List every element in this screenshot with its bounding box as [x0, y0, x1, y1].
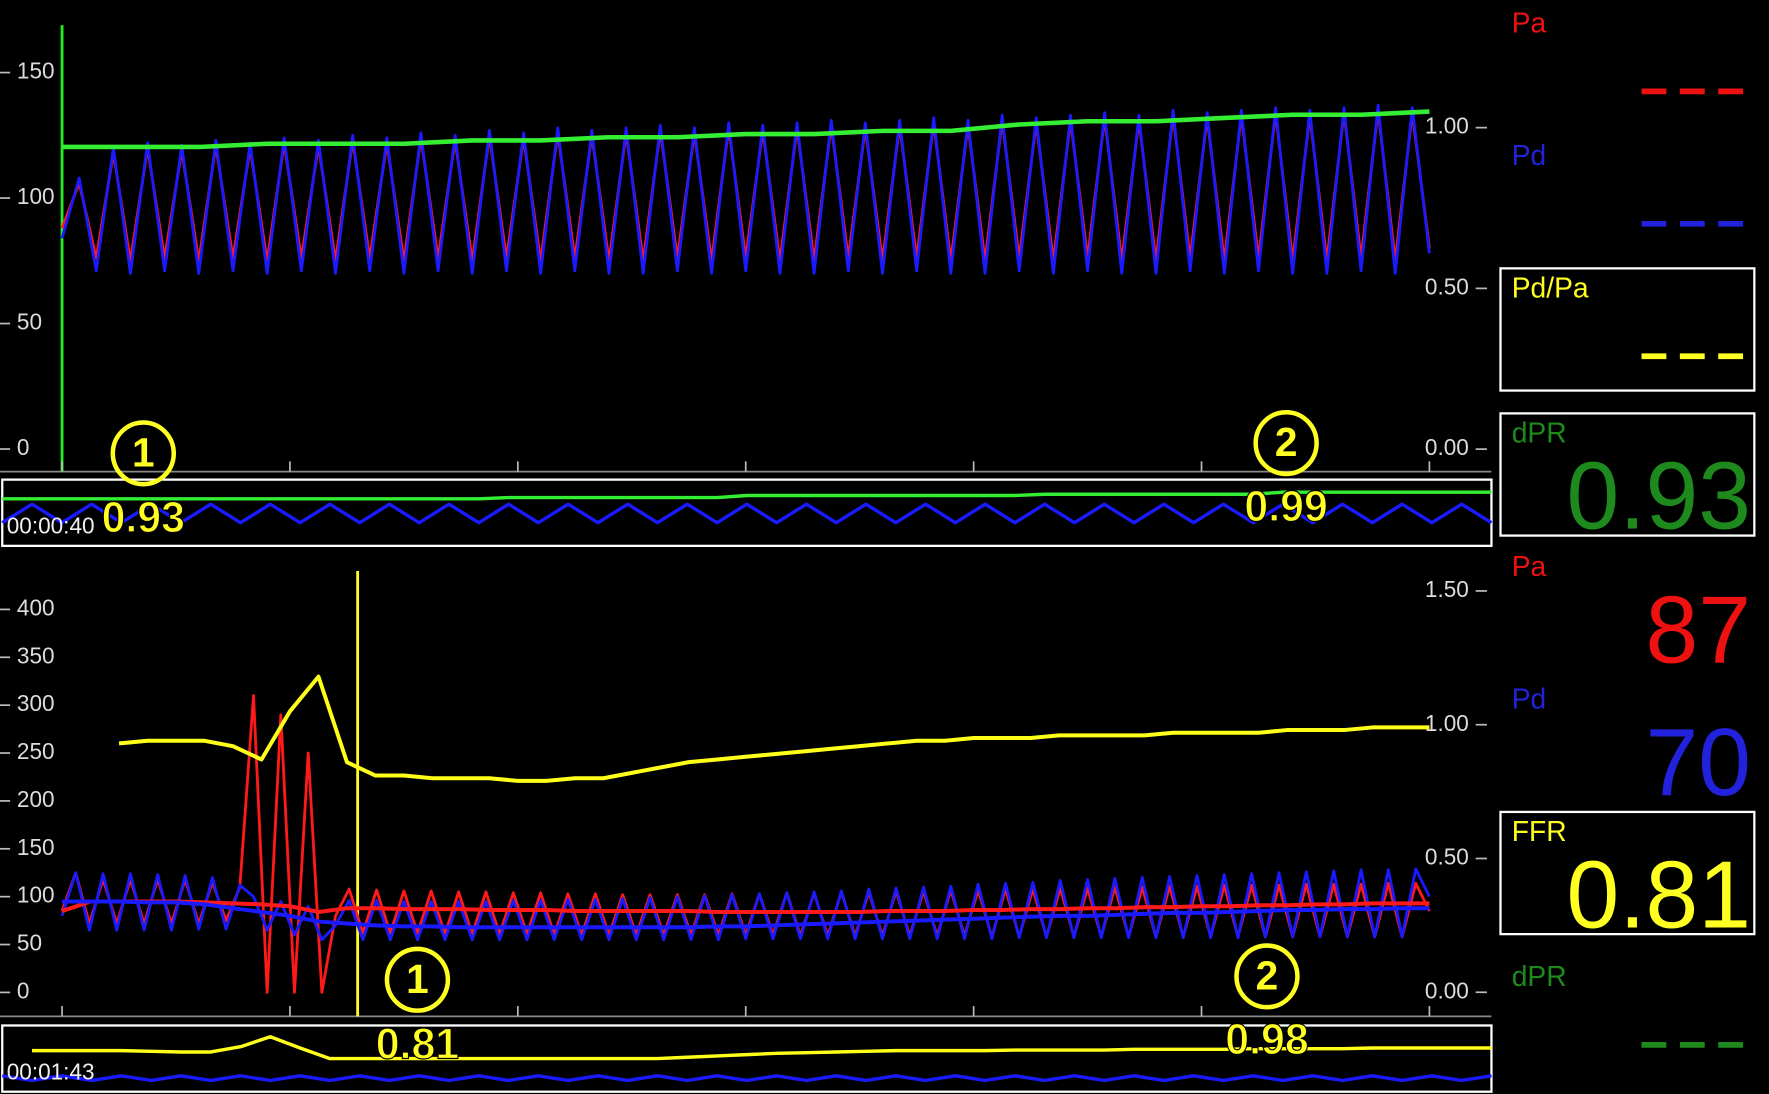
- trace: [62, 899, 1430, 930]
- readout-label: Pd/Pa: [1512, 272, 1589, 304]
- marker-circle: [1234, 943, 1300, 1010]
- time-label: 00:00:40: [7, 512, 95, 538]
- readout-label: dPR: [1512, 417, 1567, 449]
- y-tick-label: 300: [17, 690, 55, 716]
- readout-value: 0.93: [1567, 443, 1751, 550]
- x-tick-marks: [61, 461, 1431, 1017]
- y-tick-label: 100: [17, 183, 55, 209]
- trace: [2, 1074, 1492, 1083]
- readout-label: Pa: [1512, 8, 1547, 40]
- readout-label: Pd: [1512, 140, 1546, 172]
- y-tick-label: 150: [17, 57, 55, 83]
- y2-tick-label: 1.00: [1425, 710, 1469, 736]
- y-tick-label: 400: [17, 594, 55, 620]
- readout-label: Pa: [1512, 551, 1547, 583]
- y-tick-label: 200: [17, 786, 55, 812]
- readout-box: [1499, 412, 1756, 537]
- marker-number: 1: [406, 956, 429, 1002]
- trace: [61, 899, 1430, 914]
- trace: [62, 109, 1430, 150]
- y-tick-label: 50: [17, 929, 42, 955]
- y-tick-label: 350: [17, 642, 55, 668]
- y-tick-label: 0: [17, 977, 30, 1003]
- trace: [2, 490, 1492, 501]
- readout-label: dPR: [1512, 961, 1567, 993]
- y2-tick-label: 0.00: [1425, 434, 1469, 460]
- readout-box: [1499, 810, 1756, 936]
- marker-number: 2: [1275, 419, 1298, 465]
- y-tick-label: 250: [17, 738, 55, 764]
- y-tick-label: 50: [17, 308, 42, 334]
- trace: [60, 103, 1431, 275]
- y2-tick-label: 1.50: [1425, 576, 1469, 602]
- annotation-value: 0.98: [1225, 1016, 1308, 1064]
- marker-circle: [384, 946, 451, 1013]
- readout-label: FFR: [1512, 816, 1567, 848]
- marker-circle: [1253, 409, 1319, 477]
- marker-number: 1: [132, 429, 155, 475]
- y2-tick-label: 1.00: [1425, 113, 1469, 139]
- readout-label: Pd: [1512, 684, 1546, 716]
- time-label: 00:01:43: [7, 1058, 95, 1084]
- readout-value: 70: [1646, 709, 1751, 816]
- marker-circle: [110, 420, 176, 487]
- readout-value: 87: [1646, 577, 1751, 684]
- bottom-strip-box: [1, 1024, 1493, 1093]
- annotation-value: 0.99: [1244, 483, 1327, 531]
- trace: [60, 867, 1431, 942]
- marker-number: 2: [1256, 952, 1279, 998]
- trace: [32, 1035, 1492, 1061]
- y-tick-label: 100: [17, 882, 55, 908]
- y-tick-label: 150: [17, 834, 55, 860]
- trace: [1, 502, 1493, 525]
- y-tick-label: 0: [17, 434, 30, 460]
- top-strip-box: [1, 478, 1493, 547]
- annotation-value: 0.81: [376, 1020, 459, 1068]
- y2-tick-label: 0.00: [1425, 977, 1469, 1003]
- readout-value: 0.81: [1567, 842, 1751, 949]
- y2-tick-label: 0.50: [1425, 273, 1469, 299]
- y2-tick-label: 0.50: [1425, 843, 1469, 869]
- annotation-value: 0.93: [102, 494, 185, 542]
- readout-box: [1499, 267, 1756, 392]
- trace: [118, 674, 1430, 783]
